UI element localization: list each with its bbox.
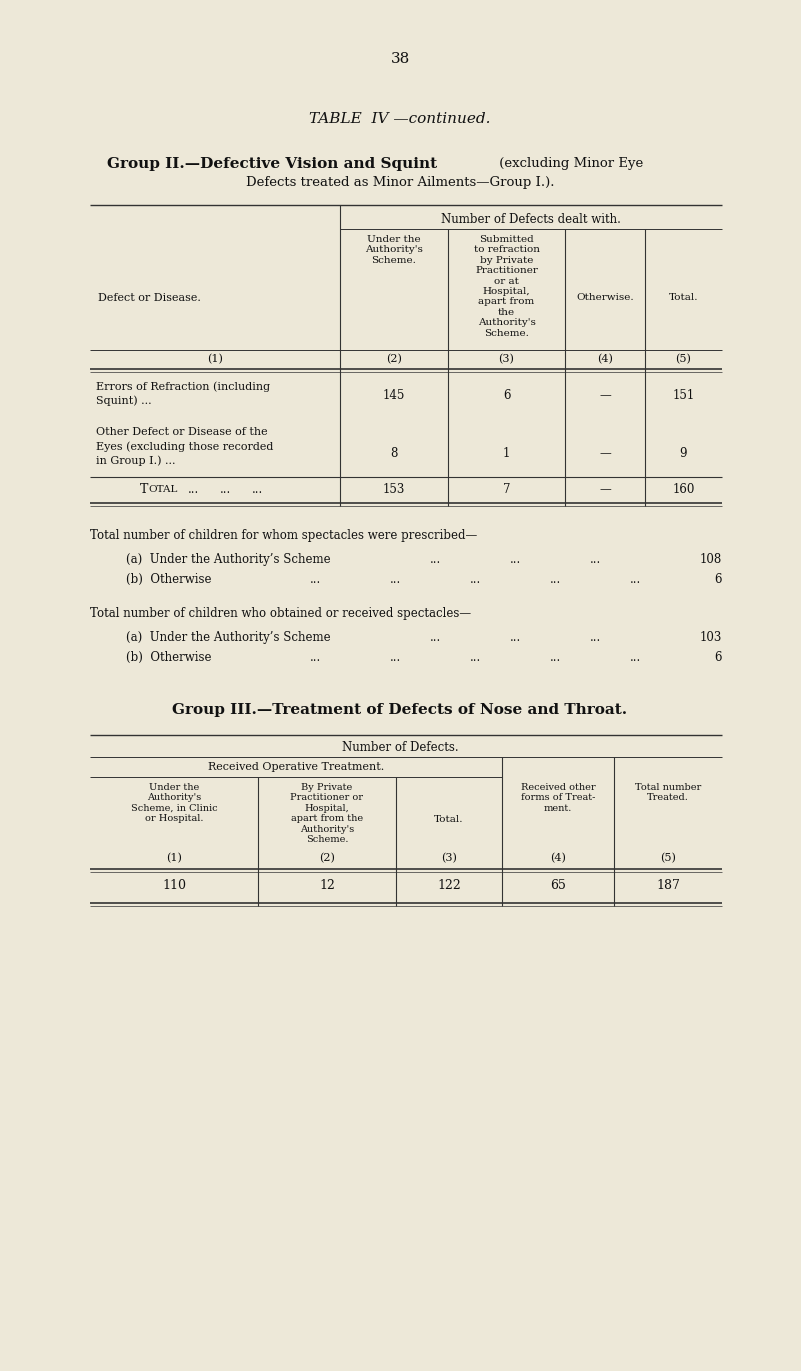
Text: (2): (2) <box>319 853 335 864</box>
Text: (excluding Minor Eye: (excluding Minor Eye <box>495 158 643 170</box>
Text: ...: ... <box>550 573 562 585</box>
Text: ...: ... <box>430 553 441 566</box>
Text: Defects treated as Minor Ailments—Group I.).: Defects treated as Minor Ailments—Group … <box>246 175 554 189</box>
Text: (2): (2) <box>386 354 402 365</box>
Text: ...: ... <box>390 573 401 585</box>
Text: (5): (5) <box>660 853 676 864</box>
Text: Group III.—Treatment of Defects of Nose and Throat.: Group III.—Treatment of Defects of Nose … <box>172 703 627 717</box>
Text: 151: 151 <box>672 389 694 402</box>
Text: ...: ... <box>590 553 602 566</box>
Text: 108: 108 <box>700 553 722 566</box>
Text: Total number of children who obtained or received spectacles—: Total number of children who obtained or… <box>90 607 471 620</box>
Text: (a)  Under the Authority’s Scheme: (a) Under the Authority’s Scheme <box>126 631 331 644</box>
Text: 153: 153 <box>383 483 405 496</box>
Text: Other Defect or Disease of the: Other Defect or Disease of the <box>96 426 268 437</box>
Text: ...: ... <box>188 483 199 496</box>
Text: —: — <box>599 389 611 402</box>
Text: 6: 6 <box>714 573 722 585</box>
Text: ...: ... <box>470 651 481 664</box>
Text: (b)  Otherwise: (b) Otherwise <box>126 573 211 585</box>
Text: 7: 7 <box>503 483 510 496</box>
Text: (5): (5) <box>675 354 691 365</box>
Text: Total number
Treated.: Total number Treated. <box>635 783 701 802</box>
Text: 12: 12 <box>319 879 335 893</box>
Text: Total number of children for whom spectacles were prescribed—: Total number of children for whom specta… <box>90 529 477 542</box>
Text: 9: 9 <box>680 447 687 461</box>
Text: 187: 187 <box>656 879 680 893</box>
Text: ...: ... <box>310 573 321 585</box>
Text: Defect or Disease.: Defect or Disease. <box>98 293 201 303</box>
Text: 6: 6 <box>503 389 510 402</box>
Text: (4): (4) <box>597 354 613 365</box>
Text: 6: 6 <box>714 651 722 664</box>
Text: (a)  Under the Authority’s Scheme: (a) Under the Authority’s Scheme <box>126 553 331 566</box>
Text: Errors of Refraction (including: Errors of Refraction (including <box>96 381 270 392</box>
Text: (3): (3) <box>441 853 457 864</box>
Text: ...: ... <box>510 553 521 566</box>
Text: in Group I.) ...: in Group I.) ... <box>96 455 175 466</box>
Text: Number of Defects dealt with.: Number of Defects dealt with. <box>441 213 621 226</box>
Text: Group II.—Defective Vision and Squint: Group II.—Defective Vision and Squint <box>107 158 437 171</box>
Text: ...: ... <box>510 631 521 644</box>
Text: (3): (3) <box>498 354 514 365</box>
Text: 160: 160 <box>672 483 694 496</box>
Text: ...: ... <box>630 573 642 585</box>
Text: ...: ... <box>590 631 602 644</box>
Text: —: — <box>599 483 611 496</box>
Text: 65: 65 <box>550 879 566 893</box>
Text: Total.: Total. <box>669 293 698 302</box>
Text: 1: 1 <box>503 447 510 461</box>
Text: (b)  Otherwise: (b) Otherwise <box>126 651 211 664</box>
Text: TABLE  IV —continued.: TABLE IV —continued. <box>309 112 491 126</box>
Text: Number of Defects.: Number of Defects. <box>342 740 458 754</box>
Text: (4): (4) <box>550 853 566 864</box>
Text: ...: ... <box>252 483 264 496</box>
Text: ...: ... <box>550 651 562 664</box>
Text: Otherwise.: Otherwise. <box>576 293 634 302</box>
Text: ...: ... <box>470 573 481 585</box>
Text: Eyes (excluding those recorded: Eyes (excluding those recorded <box>96 441 273 451</box>
Text: Received other
forms of Treat-
ment.: Received other forms of Treat- ment. <box>521 783 595 813</box>
Text: (1): (1) <box>207 354 223 365</box>
Text: 145: 145 <box>383 389 405 402</box>
Text: 103: 103 <box>699 631 722 644</box>
Text: ...: ... <box>310 651 321 664</box>
Text: Submitted
to refraction
by Private
Practitioner
or at
Hospital,
apart from
the
A: Submitted to refraction by Private Pract… <box>473 234 540 337</box>
Text: T: T <box>140 483 148 496</box>
Text: 110: 110 <box>162 879 186 893</box>
Text: ...: ... <box>630 651 642 664</box>
Text: 8: 8 <box>390 447 397 461</box>
Text: Total.: Total. <box>434 814 464 824</box>
Text: OTAL: OTAL <box>148 485 177 494</box>
Text: Under the
Authority's
Scheme.: Under the Authority's Scheme. <box>365 234 423 265</box>
Text: Under the
Authority's
Scheme, in Clinic
or Hospital.: Under the Authority's Scheme, in Clinic … <box>131 783 217 823</box>
Text: ...: ... <box>430 631 441 644</box>
Text: Received Operative Treatment.: Received Operative Treatment. <box>208 762 384 772</box>
Text: 38: 38 <box>390 52 409 66</box>
Text: ...: ... <box>220 483 231 496</box>
Text: Squint) ...: Squint) ... <box>96 395 151 406</box>
Text: ...: ... <box>390 651 401 664</box>
Text: 122: 122 <box>437 879 461 893</box>
Text: —: — <box>599 447 611 461</box>
Text: By Private
Practitioner or
Hospital,
apart from the
Authority's
Scheme.: By Private Practitioner or Hospital, apa… <box>291 783 364 845</box>
Text: (1): (1) <box>166 853 182 864</box>
